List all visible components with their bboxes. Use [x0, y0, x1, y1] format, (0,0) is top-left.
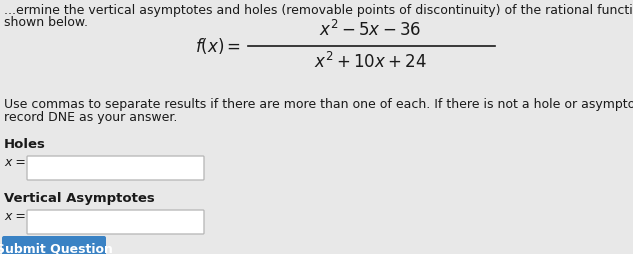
FancyBboxPatch shape	[27, 156, 204, 180]
Text: Use commas to separate results if there are more than one of each. If there is n: Use commas to separate results if there …	[4, 98, 633, 111]
Text: shown below.: shown below.	[4, 16, 88, 29]
Text: x =: x =	[4, 156, 26, 169]
Text: $f(x)=$: $f(x)=$	[195, 36, 241, 56]
Text: Holes: Holes	[4, 138, 46, 151]
FancyBboxPatch shape	[2, 236, 106, 254]
Text: ...ermine the vertical asymptotes and holes (removable points of discontinuity) : ...ermine the vertical asymptotes and ho…	[4, 4, 633, 17]
FancyBboxPatch shape	[27, 210, 204, 234]
Text: record DNE as your answer.: record DNE as your answer.	[4, 111, 177, 124]
Text: Submit Question: Submit Question	[0, 243, 113, 254]
Text: $x^2-5x-36$: $x^2-5x-36$	[319, 20, 421, 40]
Text: $x^2+10x+24$: $x^2+10x+24$	[313, 52, 427, 72]
Text: x =: x =	[4, 210, 26, 223]
Text: Vertical Asymptotes: Vertical Asymptotes	[4, 192, 154, 205]
